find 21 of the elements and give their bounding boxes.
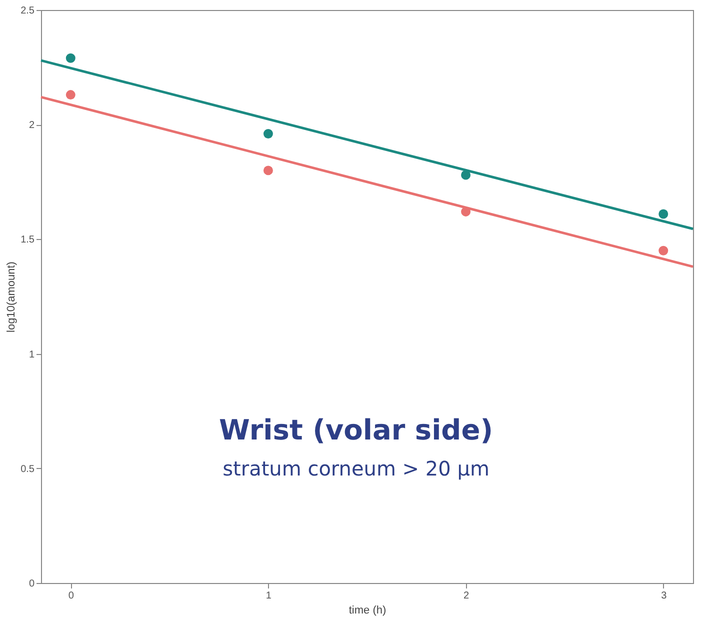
y-tick-label: 0 xyxy=(28,578,35,590)
point xyxy=(66,53,76,63)
annotation: stratum corneum > 20 μm xyxy=(222,456,490,481)
y-tick-label: 0.5 xyxy=(20,464,35,475)
x-axis-title: time (h) xyxy=(348,604,386,616)
y-tick-label: 2 xyxy=(28,120,35,132)
point xyxy=(66,90,76,100)
point xyxy=(658,209,668,219)
y-tick-label: 1 xyxy=(28,349,35,360)
point xyxy=(461,170,471,180)
x-tick-label: 3 xyxy=(661,590,668,602)
x-tick-label: 0 xyxy=(68,590,74,602)
point xyxy=(658,246,668,256)
y-tick-label: 1.5 xyxy=(20,234,35,246)
annotation: Wrist (volar side) xyxy=(218,414,494,447)
point xyxy=(263,129,273,138)
y-axis-title: log10(amount) xyxy=(6,262,18,332)
y-tick-label: 2.5 xyxy=(20,6,35,16)
x-tick-label: 1 xyxy=(266,590,272,602)
point xyxy=(263,166,273,176)
x-tick-label: 2 xyxy=(464,590,470,602)
